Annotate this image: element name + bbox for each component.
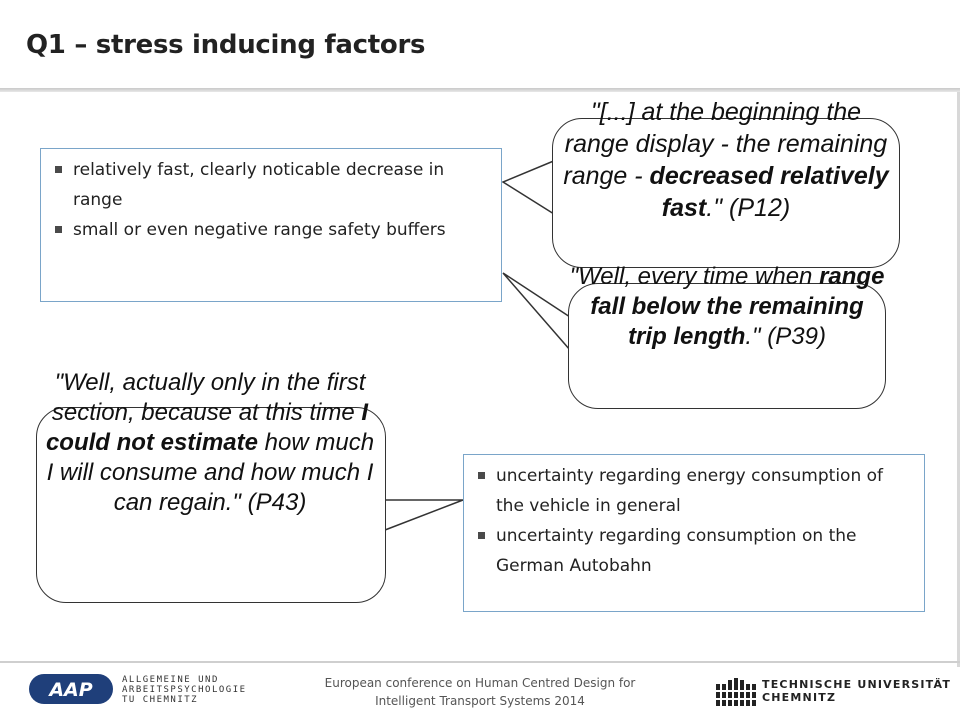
list-item: uncertainty regarding energy consumption… bbox=[474, 461, 914, 521]
square-bullet-icon bbox=[55, 166, 62, 173]
quote-p12: "[...] at the beginning the range displa… bbox=[563, 98, 889, 222]
slide-title: Q1 – stress inducing factors bbox=[26, 30, 426, 60]
quote-bubble-p12 bbox=[552, 118, 900, 268]
square-bullet-icon bbox=[55, 226, 62, 233]
list-item: relatively fast, clearly noticable decre… bbox=[51, 155, 491, 215]
tu-chemnitz-name: TECHNISCHE UNIVERSITÄT CHEMNITZ bbox=[762, 678, 952, 704]
quote-bubble-p39 bbox=[568, 283, 886, 409]
callout-pointer-3 bbox=[384, 499, 464, 531]
quote-p39: "Well, every time when range fall below … bbox=[569, 263, 885, 350]
list-item: small or even negative range safety buff… bbox=[51, 215, 491, 245]
quote-bubble-p43 bbox=[36, 407, 386, 603]
list-item: uncertainty regarding consumption on the… bbox=[474, 521, 914, 581]
conference-name: European conference on Human Centred Des… bbox=[324, 676, 636, 708]
stress-factors-consumption-box: uncertainty regarding energy consumption… bbox=[463, 454, 925, 612]
stress-factors-range-box: relatively fast, clearly noticable decre… bbox=[40, 148, 502, 302]
square-bullet-icon bbox=[478, 472, 485, 479]
callout-pointer-2 bbox=[502, 272, 571, 351]
callout-pointer-1 bbox=[501, 159, 557, 215]
aap-department-name: ALLGEMEINE UND ARBEITSPSYCHOLOGIE TU CHE… bbox=[122, 675, 247, 705]
quote-p43: "Well, actually only in the first sectio… bbox=[45, 369, 375, 516]
right-edge-divider bbox=[957, 92, 960, 667]
svg-text:AAP: AAP bbox=[47, 679, 92, 701]
tu-chemnitz-logo-icon bbox=[716, 678, 756, 706]
title-divider bbox=[0, 88, 960, 92]
aap-logo-icon: AAP bbox=[29, 674, 113, 704]
square-bullet-icon bbox=[478, 532, 485, 539]
footer-divider bbox=[0, 661, 960, 663]
